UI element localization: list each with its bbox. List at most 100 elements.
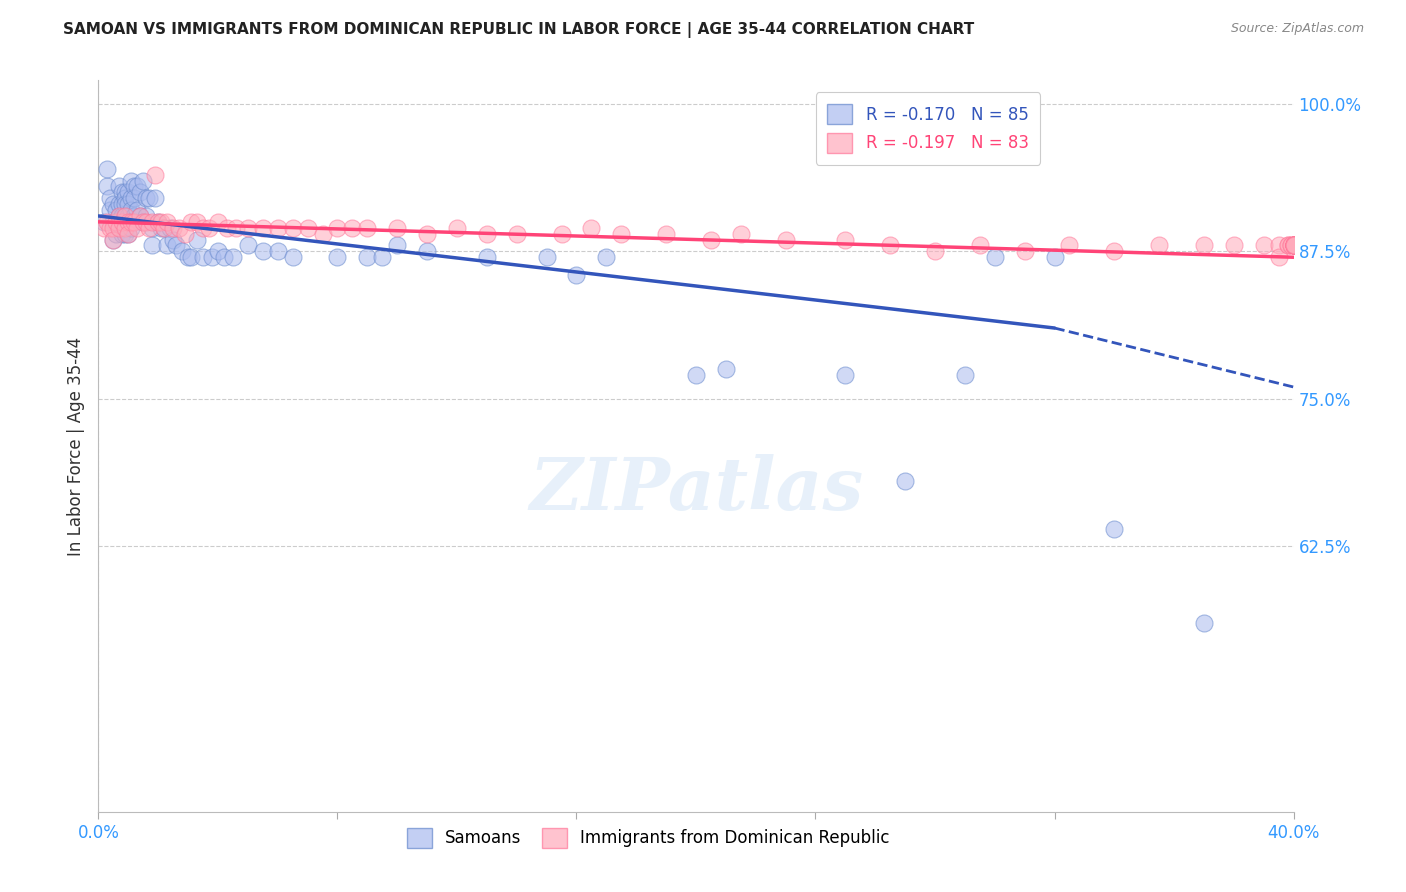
Point — [1282, 238, 1305, 252]
Point — [167, 220, 190, 235]
Point — [894, 475, 917, 489]
Point — [1253, 238, 1275, 252]
Point — [96, 179, 118, 194]
Point — [1282, 238, 1305, 252]
Point — [371, 250, 394, 264]
Point — [180, 215, 202, 229]
Point — [132, 215, 155, 229]
Point — [212, 250, 235, 264]
Point — [685, 368, 707, 383]
Point — [103, 197, 125, 211]
Point — [111, 186, 134, 200]
Point — [281, 250, 304, 264]
Point — [165, 238, 187, 252]
Point — [775, 233, 797, 247]
Point — [117, 197, 139, 211]
Point — [108, 220, 131, 235]
Point — [117, 227, 139, 241]
Point — [120, 215, 142, 229]
Point — [105, 215, 128, 229]
Point — [108, 209, 131, 223]
Text: ZIPatlas: ZIPatlas — [529, 454, 863, 525]
Point — [536, 250, 558, 264]
Point — [342, 220, 364, 235]
Point — [129, 209, 152, 223]
Point — [416, 227, 439, 241]
Point — [834, 368, 856, 383]
Point — [1282, 238, 1305, 252]
Point — [98, 220, 122, 235]
Point — [156, 215, 179, 229]
Point — [129, 209, 152, 223]
Point — [117, 215, 139, 229]
Point — [135, 191, 157, 205]
Point — [311, 227, 333, 241]
Point — [111, 197, 134, 211]
Point — [610, 227, 633, 241]
Point — [127, 179, 149, 194]
Point — [385, 220, 409, 235]
Point — [132, 215, 155, 229]
Point — [103, 233, 125, 247]
Point — [114, 209, 136, 223]
Point — [475, 227, 498, 241]
Point — [180, 250, 202, 264]
Point — [506, 227, 529, 241]
Point — [267, 244, 290, 259]
Point — [108, 197, 131, 211]
Point — [96, 161, 118, 176]
Point — [550, 227, 572, 241]
Point — [207, 244, 229, 259]
Point — [143, 191, 166, 205]
Point — [174, 227, 197, 241]
Point — [138, 191, 160, 205]
Point — [111, 209, 134, 223]
Point — [127, 220, 149, 235]
Point — [114, 197, 136, 211]
Point — [141, 238, 163, 252]
Point — [356, 250, 378, 264]
Point — [98, 202, 122, 217]
Point — [141, 215, 163, 229]
Point — [714, 362, 737, 376]
Point — [143, 168, 166, 182]
Point — [879, 238, 901, 252]
Point — [148, 215, 170, 229]
Point — [475, 250, 498, 264]
Point — [215, 220, 238, 235]
Point — [1192, 615, 1215, 630]
Point — [153, 220, 176, 235]
Point — [730, 227, 752, 241]
Point — [1267, 250, 1289, 264]
Point — [129, 186, 152, 200]
Point — [114, 209, 136, 223]
Point — [565, 268, 588, 282]
Point — [105, 202, 128, 217]
Point — [114, 227, 136, 241]
Point — [1282, 238, 1305, 252]
Point — [148, 215, 170, 229]
Point — [385, 238, 409, 252]
Point — [127, 202, 149, 217]
Point — [969, 238, 991, 252]
Point — [1282, 238, 1305, 252]
Point — [1282, 238, 1305, 252]
Point — [924, 244, 946, 259]
Point — [207, 215, 229, 229]
Point — [124, 215, 146, 229]
Point — [356, 220, 378, 235]
Point — [103, 215, 125, 229]
Point — [120, 173, 142, 187]
Point — [1282, 238, 1305, 252]
Point — [953, 368, 976, 383]
Point — [156, 238, 179, 252]
Text: Source: ZipAtlas.com: Source: ZipAtlas.com — [1230, 22, 1364, 36]
Point — [1192, 238, 1215, 252]
Point — [222, 250, 245, 264]
Point — [124, 209, 146, 223]
Point — [1279, 238, 1302, 252]
Point — [297, 220, 319, 235]
Point — [1282, 238, 1305, 252]
Point — [162, 233, 184, 247]
Point — [111, 215, 134, 229]
